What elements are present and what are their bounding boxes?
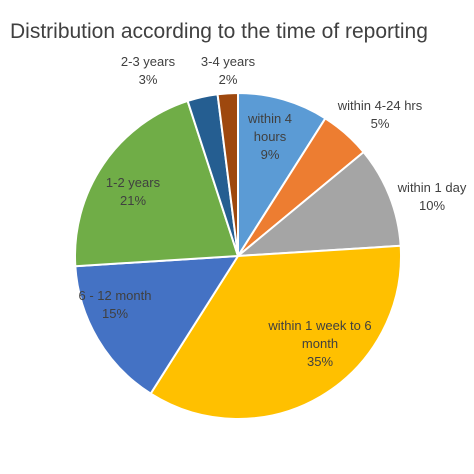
- slice-label-1-2-years: 1-2 years 21%: [106, 175, 161, 208]
- slice-label-within-4-24-hrs: within 4-24 hrs 5%: [337, 98, 423, 131]
- slice-label-within-1-day: within 1 day 10%: [397, 180, 467, 213]
- slice-label-3-4-years: 3-4 years 2%: [201, 54, 256, 87]
- slice-label-within-1-week-to-6-month: within 1 week to 6 month 35%: [267, 318, 371, 369]
- slice-label-within-4-hours: within 4 hours 9%: [247, 111, 292, 162]
- pie-slice-6-12-month: [74, 254, 240, 396]
- pie-slice-1-2-years: [73, 99, 240, 268]
- pie-slice-within-4-hours: [237, 91, 327, 260]
- slice-label-2-3-years: 2-3 years 3%: [121, 54, 176, 87]
- pie-slice-3-4-years: [216, 91, 239, 257]
- pie-slice-within-1-day: [234, 150, 402, 258]
- pie-slice-within-1-week-to-6-month: [149, 244, 403, 420]
- slice-label-6-12-month: 6 - 12 month 15%: [79, 288, 152, 321]
- chart-title: Distribution according to the time of re…: [10, 20, 428, 43]
